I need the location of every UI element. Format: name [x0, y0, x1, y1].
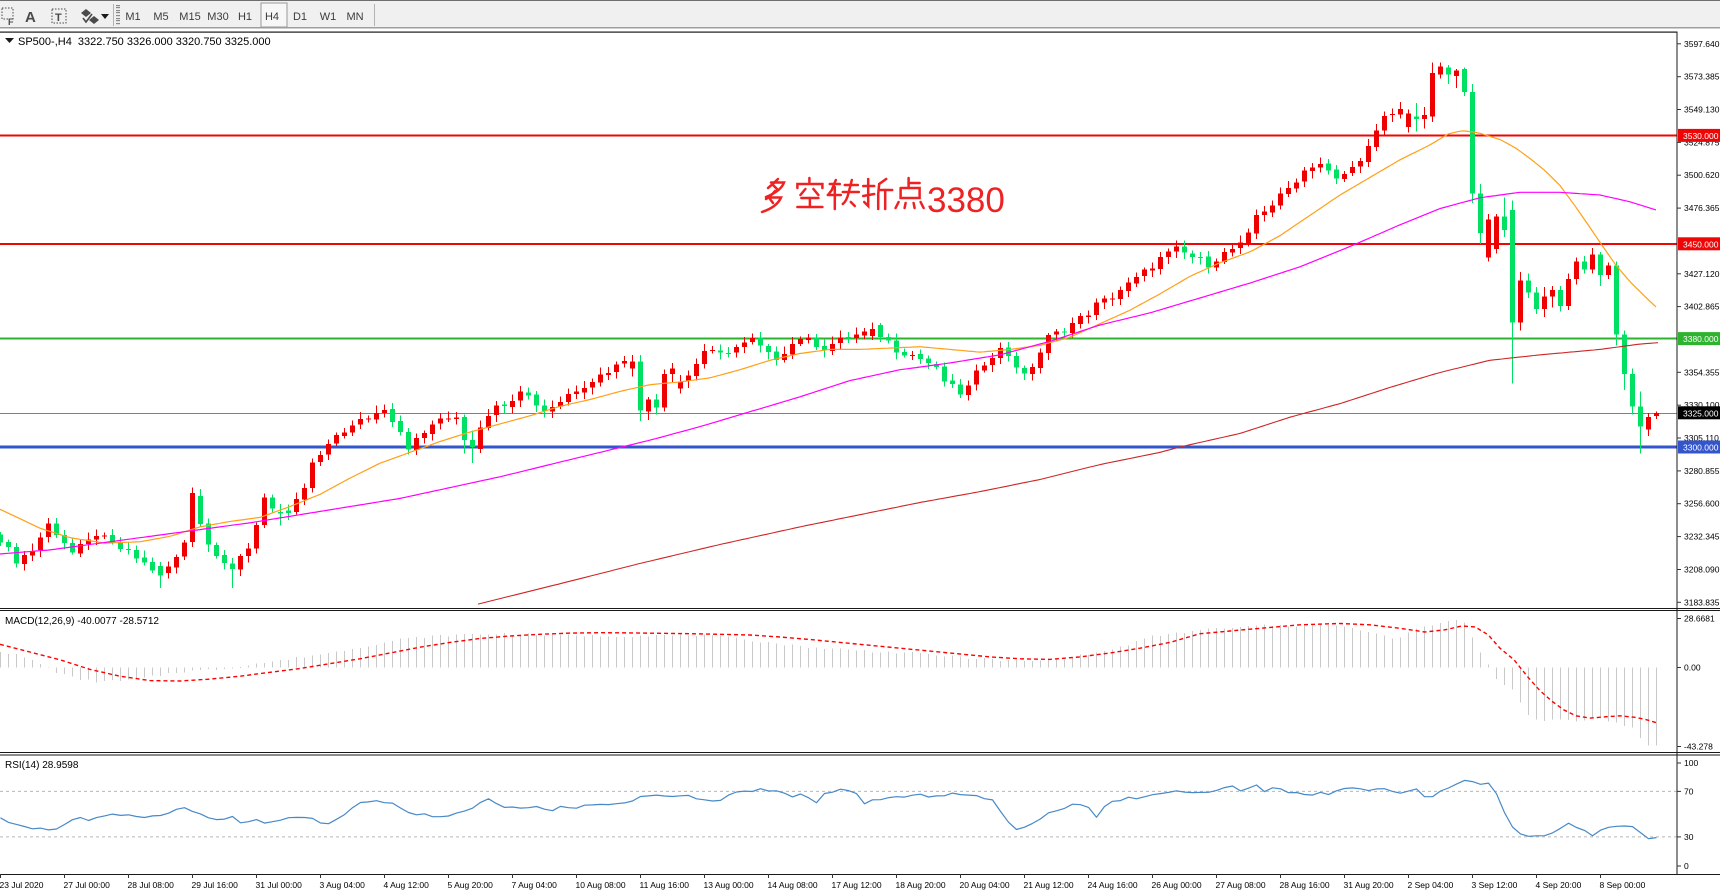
svg-text:0.00: 0.00	[1684, 663, 1701, 673]
svg-text:29 Jul 16:00: 29 Jul 16:00	[192, 880, 239, 890]
svg-text:11 Aug 16:00: 11 Aug 16:00	[640, 880, 690, 890]
svg-text:4 Sep 20:00: 4 Sep 20:00	[1536, 880, 1582, 890]
svg-text:3256.600: 3256.600	[1684, 499, 1720, 509]
svg-text:7 Aug 04:00: 7 Aug 04:00	[512, 880, 558, 890]
svg-text:27 Aug 08:00: 27 Aug 08:00	[1216, 880, 1266, 890]
svg-text:28 Aug 16:00: 28 Aug 16:00	[1280, 880, 1330, 890]
svg-text:17 Aug 12:00: 17 Aug 12:00	[832, 880, 882, 890]
svg-text:8 Sep 00:00: 8 Sep 00:00	[1600, 880, 1646, 890]
svg-text:0: 0	[1684, 861, 1689, 871]
svg-text:3476.365: 3476.365	[1684, 203, 1720, 213]
svg-text:MN: MN	[346, 11, 363, 23]
svg-text:100: 100	[1684, 758, 1698, 768]
svg-text:-43.278: -43.278	[1684, 742, 1713, 752]
svg-text:3208.090: 3208.090	[1684, 565, 1720, 575]
svg-text:M5: M5	[153, 11, 168, 23]
svg-text:3524.875: 3524.875	[1684, 137, 1720, 147]
svg-text:T: T	[55, 12, 62, 24]
svg-text:F: F	[8, 17, 14, 27]
svg-text:W1: W1	[320, 11, 337, 23]
svg-text:23 Jul 2020: 23 Jul 2020	[0, 880, 44, 890]
svg-text:20 Aug 04:00: 20 Aug 04:00	[960, 880, 1010, 890]
svg-text:3427.120: 3427.120	[1684, 269, 1720, 279]
svg-text:M15: M15	[179, 11, 200, 23]
svg-text:4 Aug 12:00: 4 Aug 12:00	[384, 880, 430, 890]
svg-text:A: A	[25, 9, 36, 26]
svg-text:3330.100: 3330.100	[1684, 400, 1720, 410]
svg-text:3380: 3380	[927, 181, 1005, 220]
svg-text:27 Jul 00:00: 27 Jul 00:00	[64, 880, 111, 890]
svg-text:3354.355: 3354.355	[1684, 367, 1720, 377]
svg-text:3530.000: 3530.000	[1683, 131, 1719, 141]
svg-text:RSI(14) 28.9598: RSI(14) 28.9598	[5, 760, 79, 771]
svg-text:70: 70	[1684, 786, 1694, 796]
svg-text:2 Sep 04:00: 2 Sep 04:00	[1408, 880, 1454, 890]
svg-text:26 Aug 00:00: 26 Aug 00:00	[1152, 880, 1202, 890]
svg-text:3325.000: 3325.000	[1683, 408, 1719, 418]
svg-text:3500.620: 3500.620	[1684, 170, 1720, 180]
svg-text:3305.110: 3305.110	[1684, 433, 1719, 443]
svg-text:14 Aug 08:00: 14 Aug 08:00	[768, 880, 818, 890]
svg-text:5 Aug 20:00: 5 Aug 20:00	[448, 880, 494, 890]
svg-text:3549.130: 3549.130	[1684, 105, 1720, 115]
svg-text:3573.385: 3573.385	[1684, 72, 1720, 82]
svg-text:31 Jul 00:00: 31 Jul 00:00	[256, 880, 303, 890]
svg-text:21 Aug 12:00: 21 Aug 12:00	[1024, 880, 1074, 890]
svg-text:3300.000: 3300.000	[1683, 443, 1719, 453]
svg-text:D1: D1	[293, 11, 307, 23]
svg-text:3183.835: 3183.835	[1684, 597, 1720, 607]
svg-text:3 Sep 12:00: 3 Sep 12:00	[1472, 880, 1518, 890]
svg-text:3 Aug 04:00: 3 Aug 04:00	[320, 880, 366, 890]
svg-text:3402.865: 3402.865	[1684, 302, 1720, 312]
svg-text:M1: M1	[125, 11, 140, 23]
svg-text:28.6681: 28.6681	[1684, 614, 1715, 624]
svg-text:3597.640: 3597.640	[1684, 39, 1720, 49]
svg-text:30: 30	[1684, 832, 1694, 842]
svg-text:M30: M30	[207, 11, 228, 23]
svg-text:13 Aug 00:00: 13 Aug 00:00	[704, 880, 754, 890]
svg-text:3232.345: 3232.345	[1684, 532, 1720, 542]
svg-text:3380.000: 3380.000	[1683, 334, 1719, 344]
svg-text:3450.000: 3450.000	[1683, 239, 1719, 249]
svg-text:3280.855: 3280.855	[1684, 466, 1720, 476]
svg-text:MACD(12,26,9) -40.0077 -28.571: MACD(12,26,9) -40.0077 -28.5712	[5, 616, 159, 627]
svg-text:31 Aug 20:00: 31 Aug 20:00	[1344, 880, 1394, 890]
svg-text:SP500-,H4 3322.750 3326.000 3: SP500-,H4 3322.750 3326.000 3320.750 332…	[18, 36, 271, 48]
svg-text:10 Aug 08:00: 10 Aug 08:00	[576, 880, 626, 890]
svg-text:24 Aug 16:00: 24 Aug 16:00	[1088, 880, 1138, 890]
svg-text:18 Aug 20:00: 18 Aug 20:00	[896, 880, 946, 890]
svg-text:H4: H4	[265, 11, 279, 23]
svg-text:28 Jul 08:00: 28 Jul 08:00	[128, 880, 175, 890]
svg-text:H1: H1	[238, 11, 252, 23]
